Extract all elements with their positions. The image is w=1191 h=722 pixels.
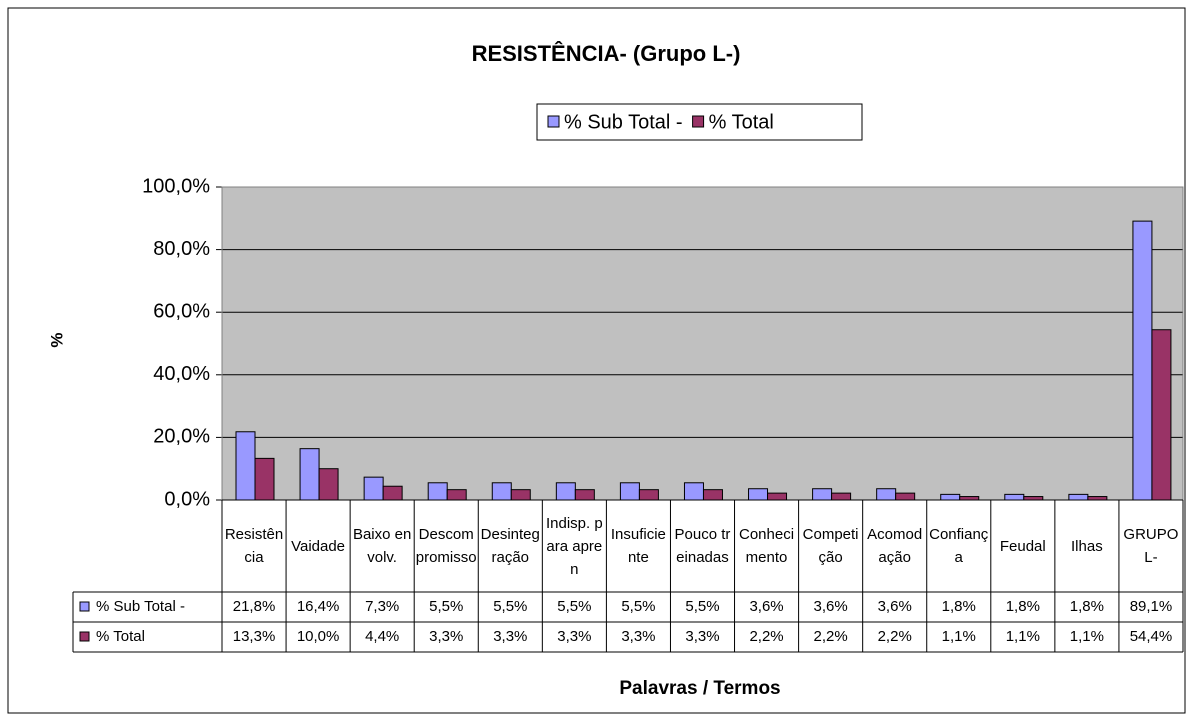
x-tick-label: Feudal	[999, 537, 1046, 555]
bar	[574, 489, 595, 501]
bar	[748, 488, 769, 501]
bar	[683, 482, 704, 501]
table-value: 3,3%	[493, 628, 527, 645]
bar	[1023, 496, 1044, 501]
bar	[446, 489, 467, 501]
bar	[876, 488, 897, 501]
table-value: 13,3%	[233, 628, 276, 645]
bar	[831, 492, 852, 501]
bar	[363, 476, 384, 501]
y-tick-label: 40,0%	[153, 363, 210, 385]
bar	[767, 492, 788, 501]
y-tick-label: 0,0%	[164, 488, 210, 510]
table-value: 3,3%	[685, 628, 719, 645]
x-tick-label: Insuficiente	[610, 526, 666, 566]
x-tick-label: Baixo envolv.	[352, 526, 412, 566]
table-value: 1,8%	[942, 598, 976, 615]
table-value: 89,1%	[1130, 598, 1173, 615]
table-value: 3,3%	[621, 628, 655, 645]
table-value: 3,6%	[878, 598, 912, 615]
x-tick-label: Vaidade	[291, 537, 346, 555]
table-value: 3,3%	[557, 628, 591, 645]
table-value: 16,4%	[297, 598, 340, 615]
table-value: 5,5%	[685, 598, 719, 615]
bar	[1132, 220, 1153, 501]
x-tick-label: Indisp. para apren	[545, 514, 603, 578]
x-tick-label: Competição	[802, 526, 859, 566]
table-value: 3,3%	[429, 628, 463, 645]
x-tick-label: Ilhas	[1071, 537, 1103, 555]
bar	[895, 492, 916, 501]
legend-swatch	[547, 115, 560, 128]
x-tick-label: Pouco treinadas	[674, 526, 731, 566]
table-value: 1,8%	[1006, 598, 1040, 615]
table-value: 5,5%	[557, 598, 591, 615]
table-value: 1,8%	[1070, 598, 1104, 615]
table-value: 5,5%	[493, 598, 527, 615]
table-value: 10,0%	[297, 628, 340, 645]
x-tick-label: Acomodação	[867, 526, 923, 566]
table-value: 2,2%	[814, 628, 848, 645]
table-value: 1,1%	[1006, 628, 1040, 645]
legend-label: % Total	[709, 111, 774, 133]
x-tick-label: Resistência	[224, 526, 284, 566]
bar	[318, 468, 339, 501]
bar	[427, 482, 448, 501]
table-legend-swatch	[79, 601, 90, 612]
legend-swatch	[692, 115, 705, 128]
y-tick-label: 20,0%	[153, 426, 210, 448]
bar	[555, 482, 576, 501]
table-legend-label: % Sub Total -	[96, 598, 185, 615]
x-tick-label: Confiança	[929, 526, 989, 566]
x-tick-label: Conhecimento	[739, 526, 795, 566]
y-axis-label: %	[47, 332, 66, 347]
chart-title: RESISTÊNCIA- (Grupo L-)	[472, 41, 741, 66]
bar	[235, 431, 256, 501]
table-value: 54,4%	[1130, 628, 1173, 645]
y-tick-label: 60,0%	[153, 300, 210, 322]
bar	[702, 489, 723, 501]
table-value: 3,6%	[814, 598, 848, 615]
table-value: 2,2%	[878, 628, 912, 645]
bar	[510, 489, 531, 501]
table-value: 1,1%	[1070, 628, 1104, 645]
bar	[1151, 329, 1172, 501]
bar	[254, 457, 275, 501]
y-tick-label: 100,0%	[142, 175, 210, 197]
table-value: 2,2%	[749, 628, 783, 645]
x-axis-label: Palavras / Termos	[619, 678, 780, 699]
table-value: 7,3%	[365, 598, 399, 615]
bar	[638, 489, 659, 501]
x-tick-label: Descompromisso	[415, 526, 477, 566]
bar	[959, 496, 980, 501]
legend-label: % Sub Total -	[564, 111, 683, 133]
bar	[491, 482, 512, 501]
bar	[1087, 496, 1108, 501]
table-value: 1,1%	[942, 628, 976, 645]
y-tick-label: 80,0%	[153, 238, 210, 260]
x-tick-label: GRUPO L-	[1123, 526, 1179, 566]
bar	[382, 485, 403, 501]
table-legend-label: % Total	[96, 628, 145, 645]
table-value: 21,8%	[233, 598, 276, 615]
x-tick-label: Desintegração	[480, 526, 540, 566]
table-value: 4,4%	[365, 628, 399, 645]
table-value: 3,6%	[749, 598, 783, 615]
bar	[812, 488, 833, 501]
bar	[619, 482, 640, 501]
bar	[299, 448, 320, 501]
table-value: 5,5%	[621, 598, 655, 615]
table-value: 5,5%	[429, 598, 463, 615]
plot-area	[222, 187, 1183, 500]
table-legend-swatch	[79, 631, 90, 642]
